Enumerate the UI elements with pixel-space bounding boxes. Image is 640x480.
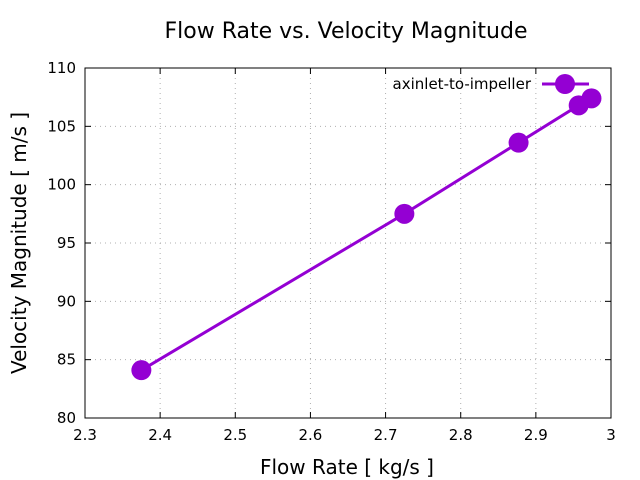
y-axis-ticks: 80 85 90 95 100 105 110	[47, 59, 611, 427]
x-tick-label: 2.3	[73, 426, 97, 444]
chart-title: Flow Rate vs. Velocity Magnitude	[165, 19, 528, 44]
legend-label: axinlet-to-impeller	[393, 75, 532, 93]
y-axis-label: Velocity Magnitude [ m/s ]	[7, 112, 31, 374]
x-axis-ticks: 2.3 2.4 2.5 2.6 2.7 2.8 2.9 3	[73, 68, 616, 444]
legend: axinlet-to-impeller	[393, 74, 589, 94]
legend-marker-sample	[555, 74, 575, 94]
x-tick-label: 3	[606, 426, 616, 444]
y-tick-label: 105	[47, 117, 76, 135]
data-point	[131, 360, 152, 381]
y-tick-label: 85	[57, 351, 76, 369]
x-tick-label: 2.6	[298, 426, 322, 444]
grid	[85, 68, 611, 418]
y-tick-label: 110	[47, 59, 76, 77]
x-tick-label: 2.9	[524, 426, 548, 444]
x-tick-label: 2.5	[223, 426, 247, 444]
data-point	[508, 132, 529, 153]
x-tick-label: 2.8	[449, 426, 473, 444]
plot-frame	[84, 67, 612, 419]
y-tick-label: 90	[57, 292, 76, 310]
x-axis-label: Flow Rate [ kg/s ]	[260, 455, 434, 479]
data-point	[581, 88, 602, 109]
y-tick-label: 80	[57, 409, 76, 427]
data-point	[394, 203, 415, 224]
x-tick-label: 2.4	[148, 426, 172, 444]
y-tick-label: 95	[57, 234, 76, 252]
series-group	[131, 88, 602, 381]
y-tick-label: 100	[47, 176, 76, 194]
x-tick-label: 2.7	[374, 426, 398, 444]
